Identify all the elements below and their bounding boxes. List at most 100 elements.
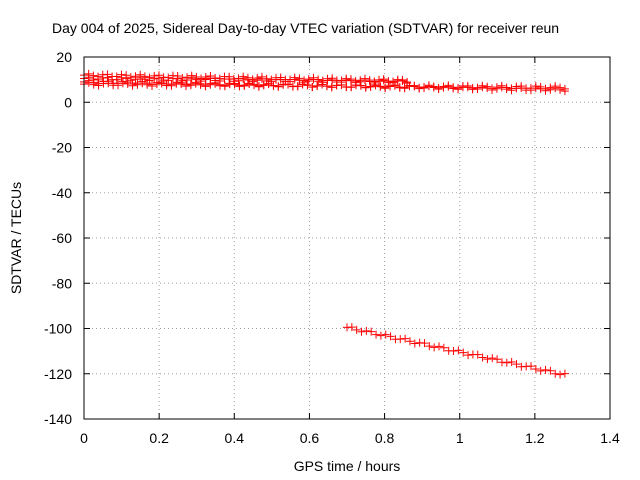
data-point — [225, 75, 234, 84]
data-point — [560, 84, 569, 93]
data-point — [507, 357, 516, 366]
data-point — [361, 83, 370, 92]
data-point — [253, 76, 262, 85]
data-point — [493, 355, 502, 364]
data-point — [492, 83, 501, 92]
data-point — [512, 360, 521, 369]
data-point — [298, 80, 307, 89]
data-point — [206, 80, 215, 89]
data-point — [245, 80, 254, 89]
axis-ticks: 0 0.2 0.4 0.6 0.8 1 1.2 1.4 20 0 -20 -40 -60 -80 -100 -… — [44, 49, 620, 446]
data-point — [356, 77, 365, 86]
data-point — [290, 75, 299, 84]
data-point — [269, 81, 278, 90]
data-point — [502, 83, 511, 92]
data-point — [104, 79, 113, 88]
data-point — [463, 81, 472, 90]
x-tick-label: 0.8 — [375, 430, 395, 446]
data-point — [342, 76, 351, 85]
data-point — [157, 79, 166, 88]
data-point — [187, 74, 196, 83]
data-point — [360, 76, 369, 85]
data-point — [435, 342, 444, 351]
y-tick-label: -80 — [52, 275, 72, 291]
y-tick-label: 20 — [56, 49, 72, 65]
data-point — [303, 81, 312, 90]
data-point — [376, 331, 385, 340]
data-point — [478, 353, 487, 362]
data-point — [410, 339, 419, 348]
data-point — [367, 327, 376, 336]
data-point — [536, 366, 545, 375]
data-point — [216, 81, 225, 90]
data-point — [502, 358, 511, 367]
data-point — [257, 75, 266, 84]
data-point — [551, 369, 560, 378]
data-point — [434, 84, 443, 93]
data-point — [114, 81, 123, 90]
data-point — [186, 81, 195, 90]
data-point — [235, 82, 244, 91]
data-point — [276, 75, 285, 84]
data-point — [372, 330, 381, 339]
data-point — [152, 80, 161, 89]
data-point — [439, 82, 448, 91]
x-tick-label: 0.2 — [149, 430, 169, 446]
data-point — [196, 80, 205, 89]
data-point — [148, 81, 157, 90]
data-point — [497, 81, 506, 90]
data-point — [332, 81, 341, 90]
data-point — [430, 343, 439, 352]
data-point — [420, 83, 429, 92]
data-point — [337, 80, 346, 89]
data-point — [517, 82, 526, 91]
y-tick-label: -60 — [52, 230, 72, 246]
y-tick-label: -20 — [52, 140, 72, 156]
data-point — [259, 81, 268, 90]
y-tick-label: 0 — [64, 94, 72, 110]
data-point — [313, 81, 322, 90]
data-point — [314, 77, 323, 86]
data-point — [318, 80, 327, 89]
data-point — [365, 77, 374, 86]
data-point — [136, 73, 145, 82]
data-point — [352, 80, 361, 89]
series-track-e — [343, 323, 569, 379]
data-point — [89, 80, 98, 89]
data-point — [401, 334, 410, 343]
data-point — [546, 366, 555, 375]
data-point — [536, 82, 545, 91]
x-tick-label: 0 — [80, 430, 88, 446]
data-point — [94, 81, 103, 90]
data-point — [464, 351, 473, 360]
y-axis-label: SDTVAR / TECUs — [8, 182, 24, 294]
data-point — [483, 355, 492, 364]
data-point — [293, 82, 302, 91]
data-point — [183, 75, 192, 84]
data-point — [415, 83, 424, 92]
data-point — [379, 76, 388, 85]
data-point — [308, 83, 317, 92]
data-point — [143, 80, 152, 89]
data-point — [250, 81, 259, 90]
data-point — [556, 370, 565, 379]
data-point — [356, 81, 365, 90]
data-point — [478, 81, 487, 90]
data-point — [131, 75, 140, 84]
data-point — [201, 82, 210, 91]
data-point — [459, 348, 468, 357]
data-point — [327, 83, 336, 92]
data-point — [323, 76, 332, 85]
chart-title: Day 004 of 2025, Sidereal Day-to-day VTE… — [52, 20, 559, 36]
x-tick-label: 0.4 — [225, 430, 245, 446]
data-point — [497, 358, 506, 367]
data-point — [84, 78, 93, 87]
y-tick-label: -100 — [44, 321, 72, 337]
data-point — [117, 73, 126, 82]
data-point — [560, 369, 569, 378]
data-point — [439, 343, 448, 352]
data-point — [362, 326, 371, 335]
data-point — [531, 364, 540, 373]
data-point — [454, 83, 463, 92]
data-point — [309, 75, 318, 84]
